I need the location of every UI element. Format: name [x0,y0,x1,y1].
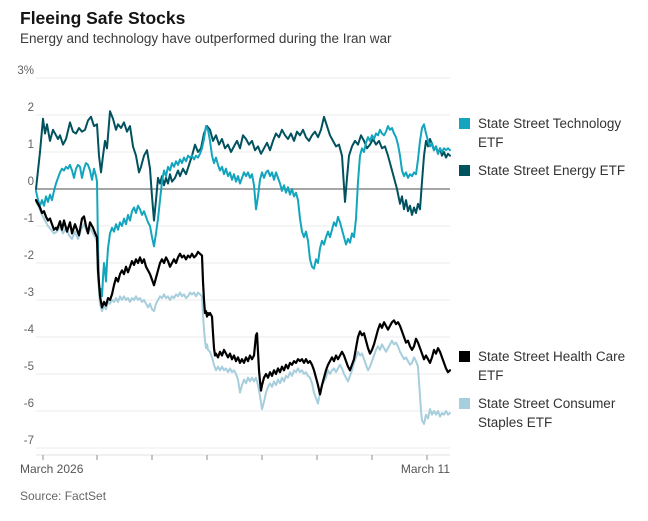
y-tick-label: -4 [24,324,35,336]
y-tick-label: 3% [17,65,34,77]
series-line-1 [35,110,451,222]
legend-swatch-health-care [459,351,470,362]
y-tick-label: 2 [28,102,34,114]
y-tick-label: 0 [28,176,34,188]
source-note: Source: FactSet [20,489,107,503]
legend-item-health-care: State Street Health Care ETF [459,347,641,385]
legend-swatch-energy [459,165,470,176]
legend-item-consumer-staples: State Street Consumer Staples ETF [459,394,641,432]
series-line-0 [35,123,451,301]
x-axis-label-end: March 11 [400,462,450,476]
y-tick-label: -2 [24,250,34,262]
chart-subtitle: Energy and technology have outperformed … [20,31,392,46]
legend-item-technology: State Street Technology ETF [459,114,641,152]
y-tick-label: 1 [28,139,34,151]
y-tick-label: -6 [24,398,34,410]
legend-swatch-technology [459,118,470,129]
legend-item-energy: State Street Energy ETF [459,161,641,180]
y-tick-label: -5 [24,361,34,373]
legend-swatch-consumer-staples [459,398,470,409]
chart-title: Fleeing Safe Stocks [20,8,186,28]
x-axis-label-start: March 2026 [20,462,84,476]
series-line-2 [34,199,452,396]
series-line-3 [35,200,451,425]
y-tick-label: -3 [24,287,34,299]
legend-label-consumer-staples: State Street Consumer Staples ETF [478,396,616,430]
legend-label-health-care: State Street Health Care ETF [478,349,626,383]
legend-label-technology: State Street Technology ETF [478,116,622,150]
legend-label-energy: State Street Energy ETF [478,163,626,178]
legend-top-group: State Street Technology ETF State Street… [459,114,641,189]
legend-bottom-group: State Street Health Care ETF State Stree… [459,347,641,441]
y-tick-label: -1 [24,213,34,225]
y-tick-label: -7 [24,435,34,447]
